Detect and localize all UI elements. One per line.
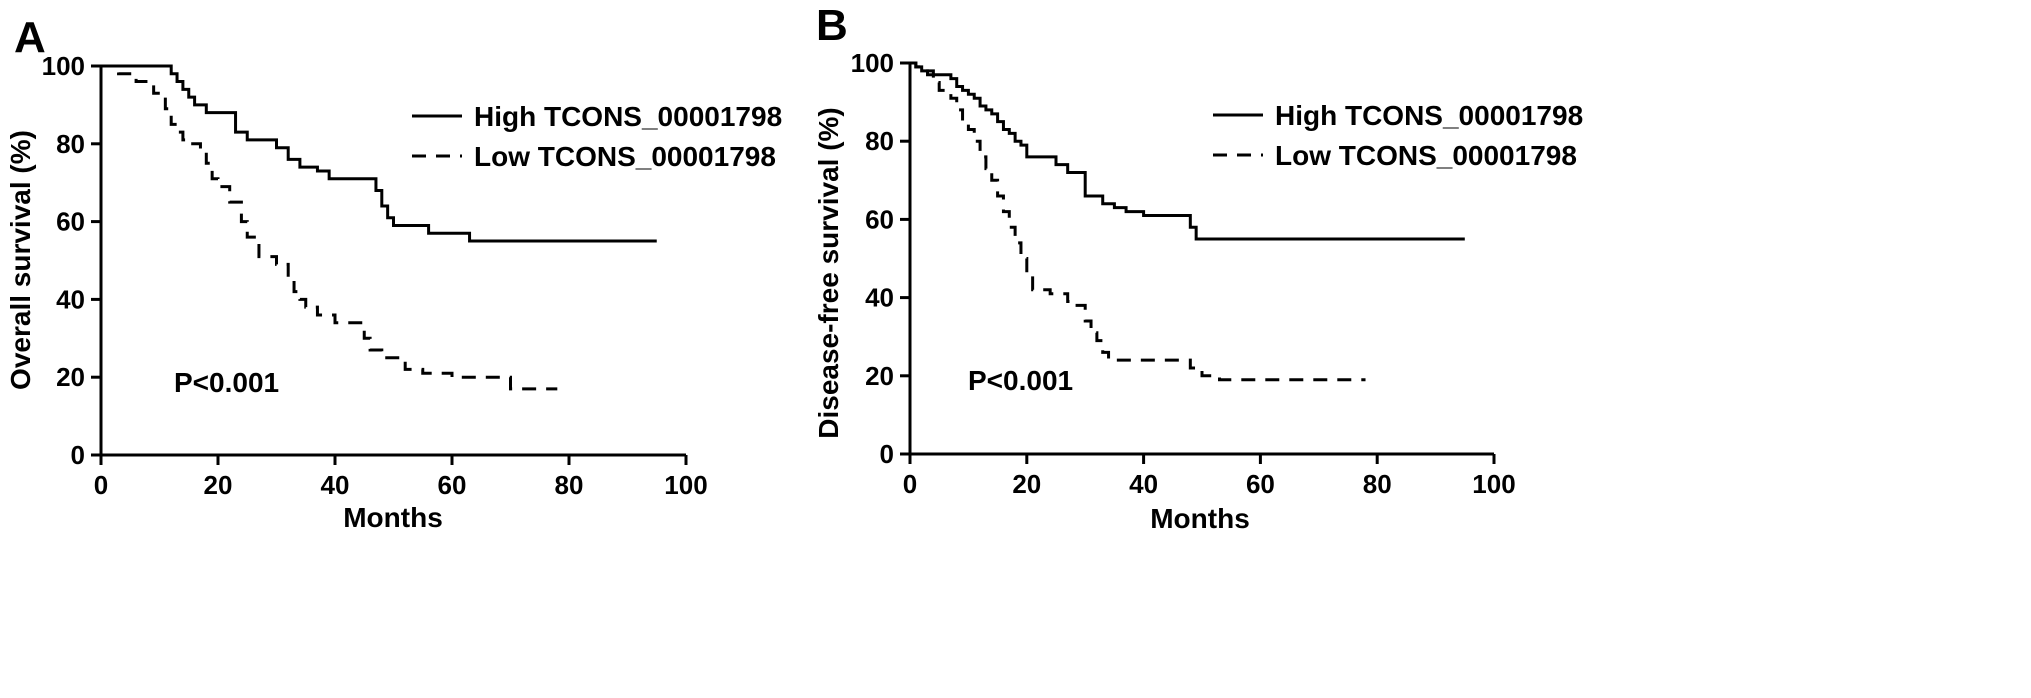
x-tick-label: 40 — [1129, 469, 1158, 499]
p-value-annotation: P<0.001 — [174, 367, 279, 398]
x-axis-title: Months — [343, 502, 443, 533]
y-tick-label: 40 — [56, 284, 85, 314]
y-tick-label: 80 — [865, 126, 894, 156]
x-tick-label: 20 — [204, 470, 233, 500]
series-lines — [101, 64, 657, 391]
legend-label: High TCONS_00001798 — [474, 101, 782, 132]
x-tick-label: 20 — [1012, 469, 1041, 499]
legend-entry-low: Low TCONS_00001798 — [1213, 140, 1577, 171]
x-tick-label: 100 — [664, 470, 707, 500]
axes — [908, 63, 1494, 456]
x-tick-label: 0 — [903, 469, 917, 499]
y-tick-label: 100 — [42, 51, 85, 81]
y-tick-label: 100 — [851, 48, 894, 78]
x-tick-label: 80 — [1363, 469, 1392, 499]
y-tick-label: 40 — [865, 283, 894, 313]
y-tick-label: 80 — [56, 129, 85, 159]
chart-panel-a: A 0 20 40 60 80 100 0 20 40 60 80 100 Months Overa… — [5, 13, 782, 533]
chart-panel-b: B 0 20 40 60 80 100 0 20 40 60 80 100 Months Disea… — [813, 1, 1583, 534]
x-ticks: 0 20 40 60 80 100 — [94, 455, 708, 500]
y-ticks: 0 20 40 60 80 100 — [851, 48, 910, 469]
series-line-low — [101, 64, 558, 391]
series-line-high — [910, 61, 1465, 241]
x-axis-title: Months — [1150, 503, 1250, 534]
panel-letter: B — [816, 1, 848, 50]
legend-label: Low TCONS_00001798 — [474, 141, 776, 172]
p-value-annotation: P<0.001 — [968, 365, 1073, 396]
legend: High TCONS_00001798 Low TCONS_00001798 — [412, 101, 782, 172]
y-tick-label: 60 — [56, 207, 85, 237]
x-tick-label: 80 — [555, 470, 584, 500]
y-axis-title: Overall survival (%) — [5, 130, 36, 390]
axes — [99, 66, 686, 457]
y-tick-label: 20 — [56, 362, 85, 392]
x-tick-label: 0 — [94, 470, 108, 500]
x-tick-label: 100 — [1472, 469, 1515, 499]
legend-label: High TCONS_00001798 — [1275, 100, 1583, 131]
series-line-high — [101, 64, 657, 243]
y-axis-title: Disease-free survival (%) — [813, 107, 844, 439]
legend-label: Low TCONS_00001798 — [1275, 140, 1577, 171]
legend-entry-high: High TCONS_00001798 — [412, 101, 782, 132]
x-tick-label: 60 — [438, 470, 467, 500]
legend: High TCONS_00001798 Low TCONS_00001798 — [1213, 100, 1583, 171]
x-tick-label: 40 — [321, 470, 350, 500]
y-tick-label: 20 — [865, 361, 894, 391]
x-tick-label: 60 — [1246, 469, 1275, 499]
y-ticks: 0 20 40 60 80 100 — [42, 51, 101, 470]
legend-entry-high: High TCONS_00001798 — [1213, 100, 1583, 131]
panel-letter: A — [14, 13, 46, 62]
y-tick-label: 60 — [865, 204, 894, 234]
y-tick-label: 0 — [71, 440, 85, 470]
legend-entry-low: Low TCONS_00001798 — [412, 141, 776, 172]
series-lines — [910, 61, 1465, 382]
x-ticks: 0 20 40 60 80 100 — [903, 454, 1516, 499]
series-line-low — [910, 61, 1366, 382]
y-tick-label: 0 — [880, 439, 894, 469]
